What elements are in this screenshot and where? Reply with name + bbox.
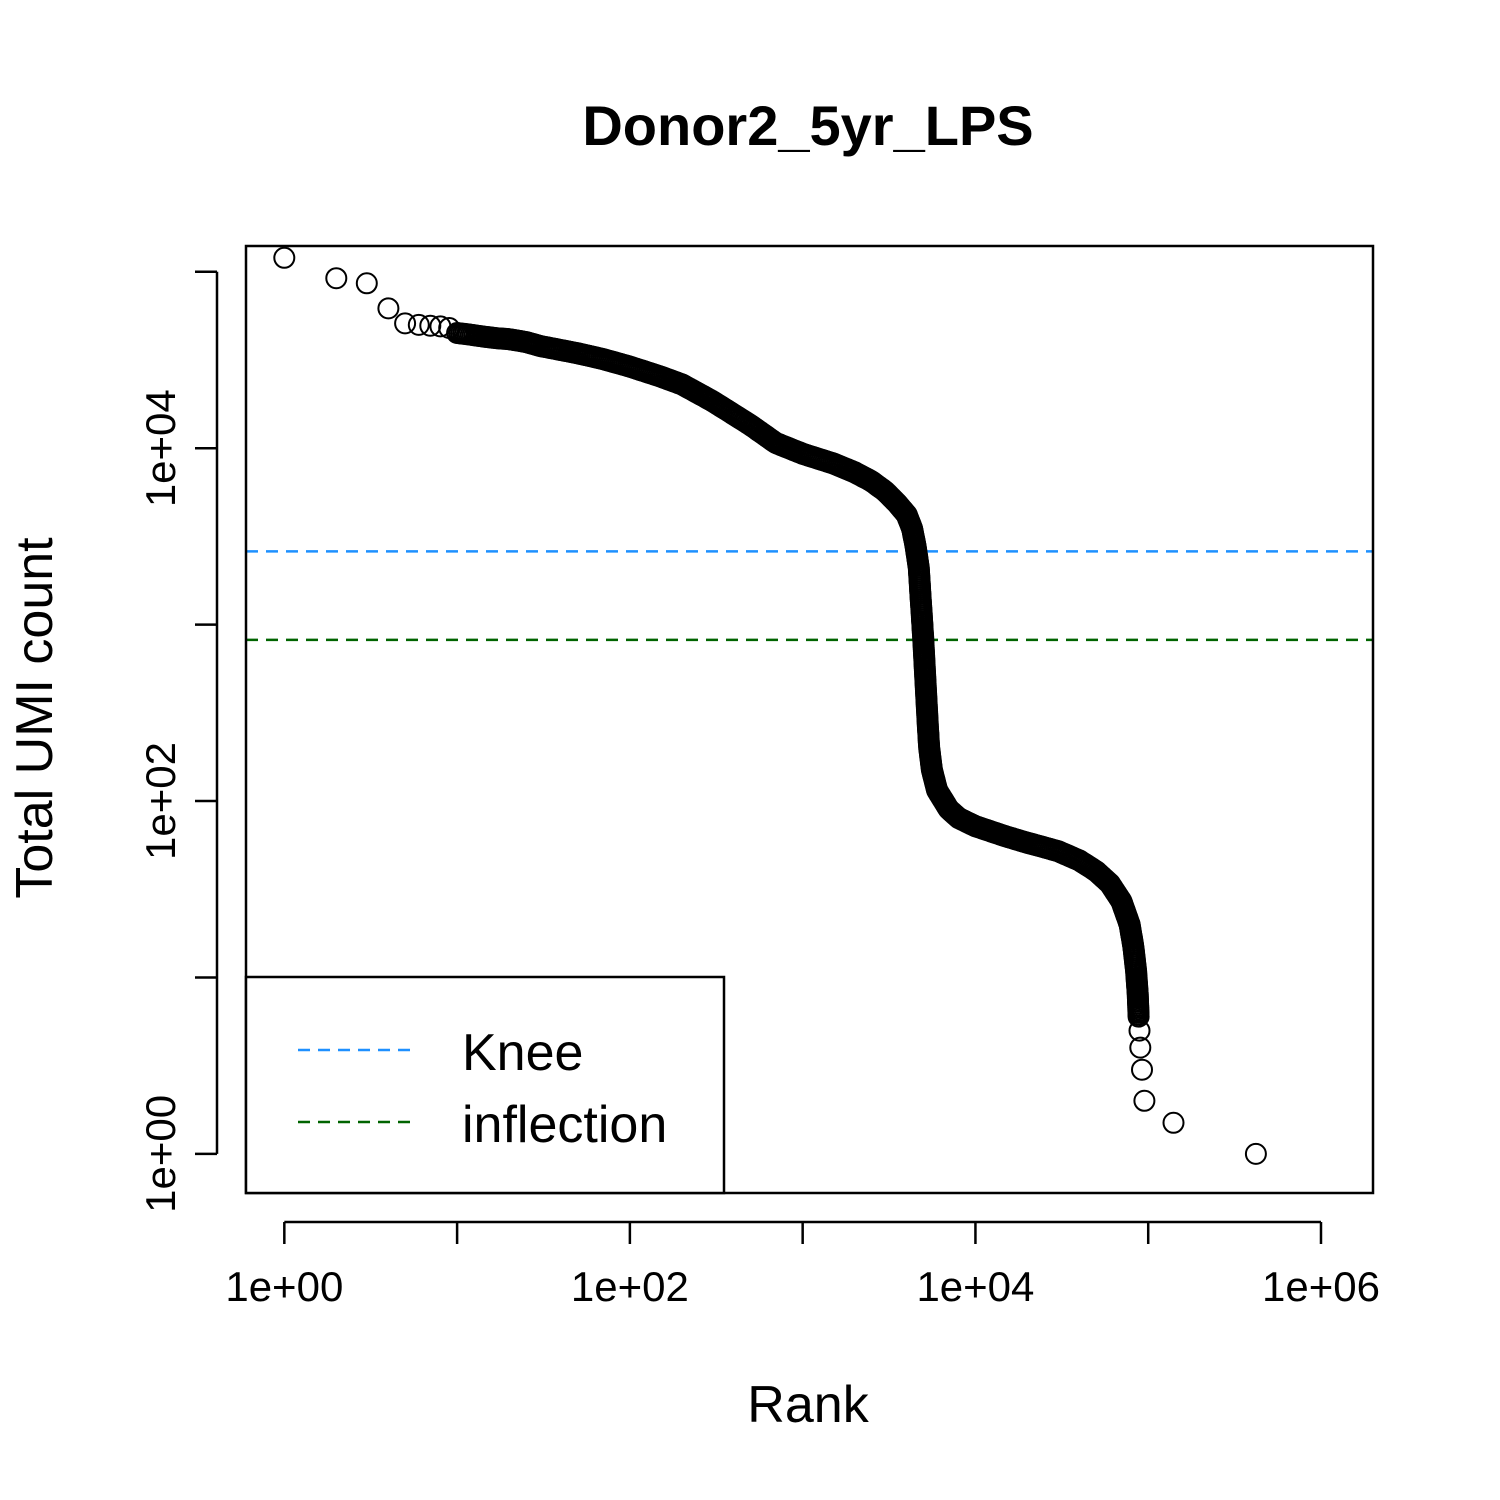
data-point (1131, 1058, 1153, 1081)
data-point (355, 272, 378, 295)
data-point (407, 313, 430, 336)
y-tick-label: 1e+04 (137, 389, 184, 507)
data-point (1133, 1089, 1156, 1112)
data-point (1162, 1111, 1185, 1134)
chart-title: Donor2_5yr_LPS (582, 94, 1033, 157)
plot-frame (244, 244, 1375, 1195)
x-tick-label: 1e+04 (916, 1263, 1034, 1310)
y-axis: 1e+00 1e+02 1e+04 (137, 270, 219, 1213)
data-point (1129, 1036, 1152, 1059)
legend-inflection-label: inflection (462, 1096, 667, 1154)
legend-knee-label: Knee (462, 1024, 583, 1082)
data-point (377, 297, 400, 320)
data-point (394, 312, 417, 335)
data-point (325, 267, 348, 290)
data-point (1128, 1019, 1151, 1042)
y-tick-label: 1e+00 (137, 1095, 184, 1213)
legend: Knee inflection (244, 975, 726, 1195)
x-tick-label: 1e+06 (1262, 1263, 1380, 1310)
data-points (273, 246, 1267, 1165)
x-axis-label: Rank (747, 1376, 869, 1434)
data-point (273, 246, 296, 269)
legend-box (244, 975, 726, 1195)
y-axis-label: Total UMI count (6, 537, 64, 899)
x-tick-label: 1e+00 (225, 1263, 343, 1310)
data-point (1127, 1005, 1150, 1028)
data-point (1244, 1142, 1267, 1165)
threshold-lines (246, 550, 1373, 642)
x-tick-label: 1e+02 (571, 1263, 689, 1310)
y-tick-label: 1e+02 (137, 742, 184, 860)
x-axis: 1e+00 1e+02 1e+04 1e+06 (225, 1220, 1380, 1310)
